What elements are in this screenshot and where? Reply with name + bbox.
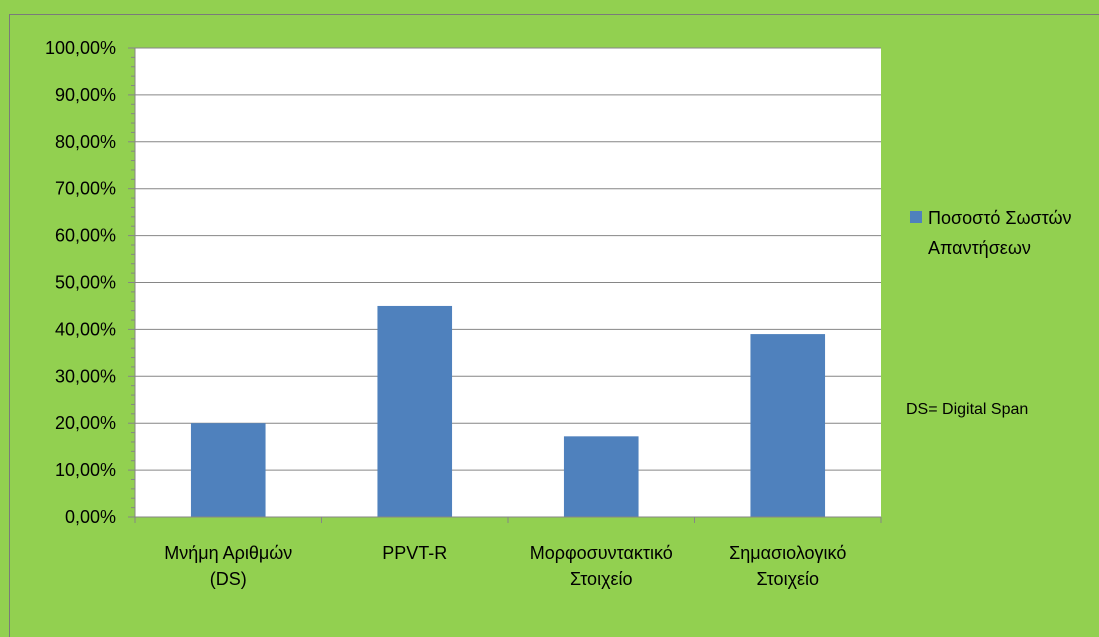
annotation-note: DS= Digital Span [906,401,1028,418]
x-axis: Μνήμη Αριθμών (DS) PPVT-R Μορφοσυντακτικό Στ… [128,516,882,589]
y-tick-label: 90,00% [55,85,116,105]
x-tick-label: Σημασιολογικό [729,543,846,563]
x-tick-label: Στοιχείο [756,569,819,589]
y-tick-label: 0,00% [65,507,116,527]
bar [377,305,453,517]
legend: Ποσοστό Σωστών Απαντήσεων [910,208,1072,258]
legend-label-line2: Απαντήσεων [928,238,1031,258]
y-axis: 0,00% 10,00% 20,00% 30,00% 40,00% 50,00% 60,00… [45,38,136,527]
y-tick-label: 70,00% [55,179,116,199]
x-tick-label: Μορφοσυντακτικό [530,543,673,563]
bar [750,334,826,517]
y-tick-label: 30,00% [55,366,116,386]
y-tick-label: 100,00% [45,38,116,58]
y-tick-label: 40,00% [55,319,116,339]
y-tick-label: 50,00% [55,273,116,293]
y-tick-label: 10,00% [55,460,116,480]
x-tick-label: PPVT-R [382,543,447,563]
x-tick-label: Στοιχείο [570,569,633,589]
y-tick-label: 60,00% [55,226,116,246]
bar [563,436,639,517]
legend-swatch [910,211,922,223]
gridlines [135,47,881,518]
y-tick-label: 80,00% [55,132,116,152]
legend-label-line1: Ποσοστό Σωστών [928,208,1072,228]
bar [190,423,266,517]
y-tick-label: 20,00% [55,413,116,433]
bars [190,305,826,517]
x-tick-label: Μνήμη Αριθμών [164,543,292,563]
x-tick-label: (DS) [210,569,247,589]
